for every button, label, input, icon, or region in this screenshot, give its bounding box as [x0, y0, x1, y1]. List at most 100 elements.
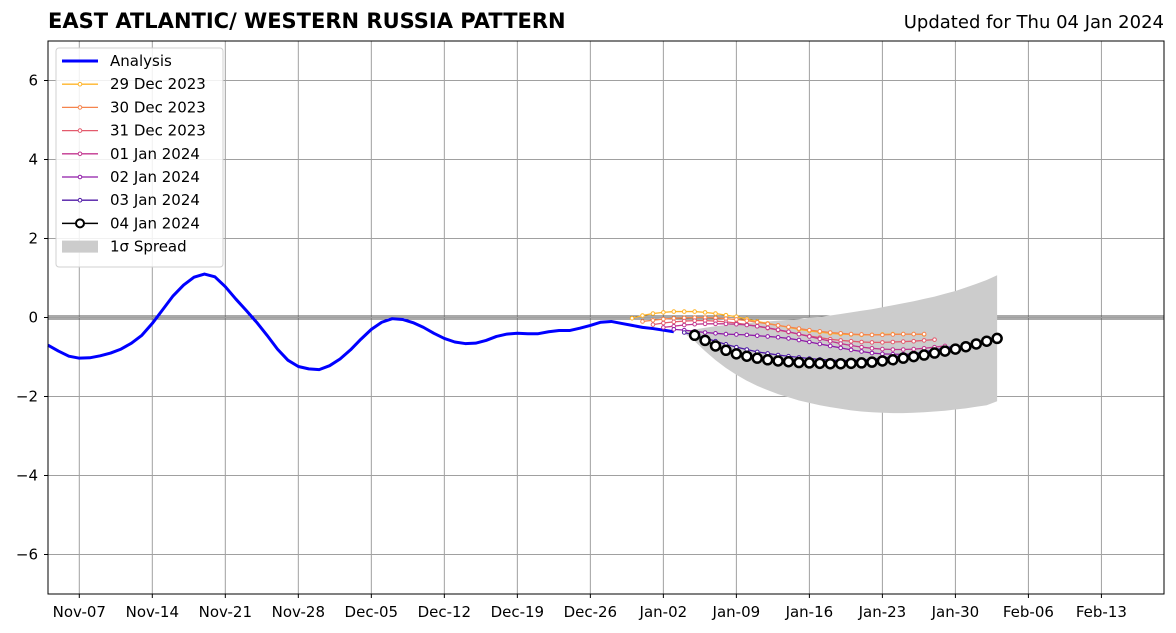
latest-forecast-point [814, 357, 826, 370]
forecast-point [650, 317, 656, 323]
x-tick-label: Nov-14 [126, 603, 179, 621]
forecast-point [765, 325, 770, 331]
latest-forecast-point [866, 356, 878, 368]
forecast-point [838, 341, 843, 346]
x-tick-label: Nov-07 [53, 603, 106, 621]
forecast-point [890, 332, 896, 337]
forecast-point [796, 331, 802, 337]
x-tick-label: Dec-12 [418, 603, 472, 621]
legend-label: 31 Dec 2023 [110, 122, 206, 140]
forecast-point [786, 336, 791, 341]
forecast-point [838, 345, 843, 351]
y-tick-label: 2 [28, 230, 38, 248]
forecast-point [796, 326, 802, 331]
forecast-point [848, 343, 854, 348]
forecast-point [911, 338, 916, 344]
forecast-point [817, 341, 823, 347]
forecast-point [817, 329, 823, 334]
legend-label: 04 Jan 2024 [110, 214, 200, 232]
forecast-point [900, 339, 906, 344]
forecast-point [754, 333, 760, 338]
forecast-point [702, 310, 708, 315]
forecast-point [734, 332, 739, 337]
x-tick-label: Nov-21 [199, 603, 252, 621]
forecast-point [848, 347, 854, 353]
forecast-line [663, 323, 946, 351]
forecast-point [713, 311, 718, 316]
forecast-point [754, 319, 760, 325]
y-tick-label: 0 [28, 309, 38, 327]
latest-forecast-point [876, 355, 889, 367]
legend-swatch-marker [77, 197, 83, 203]
legend-label: 01 Jan 2024 [110, 145, 200, 163]
forecast-point [859, 332, 864, 337]
y-tick-label: 4 [28, 151, 38, 169]
forecast-point [911, 331, 916, 337]
forecast-point [650, 311, 656, 316]
forecast-point [817, 336, 823, 342]
latest-forecast-point [720, 344, 732, 357]
forecast-point [744, 318, 750, 323]
x-tick-label: Jan-02 [639, 603, 688, 621]
forecast-point [671, 319, 677, 325]
forecast-point [890, 347, 896, 352]
forecast-point [734, 321, 739, 327]
legend-swatch-marker [77, 105, 83, 110]
latest-forecast-point [699, 334, 711, 347]
forecast-point [807, 334, 812, 339]
latest-forecast-point [782, 355, 795, 368]
latest-forecast-point [897, 352, 910, 364]
forecast-point [681, 318, 687, 324]
forecast-point [775, 334, 781, 340]
forecast-point [869, 346, 875, 351]
latest-forecast-point [834, 357, 847, 370]
latest-forecast-point [709, 340, 722, 352]
x-tick-label: Jan-23 [858, 603, 907, 621]
forecast-point [880, 346, 885, 352]
forecast-point [932, 337, 937, 342]
forecast-point [640, 319, 645, 324]
latest-forecast-point [824, 357, 836, 370]
forecast-point [827, 338, 833, 344]
analysis-line [47, 272, 675, 372]
legend-label: 29 Dec 2023 [110, 75, 206, 93]
y-tick-label: −6 [16, 546, 38, 564]
forecast-point [900, 347, 906, 352]
x-tick-label: Feb-06 [1003, 603, 1054, 621]
legend-label: 02 Jan 2024 [110, 168, 200, 186]
forecast-point [650, 322, 656, 327]
forecast-point [807, 339, 812, 345]
forecast-point [671, 309, 677, 314]
forecast-point [661, 310, 666, 315]
latest-forecast-point [741, 350, 753, 362]
x-tick-label: Jan-09 [712, 603, 761, 621]
forecast-point [744, 332, 750, 338]
y-tick-label: −4 [16, 467, 38, 485]
legend-label: 30 Dec 2023 [110, 98, 206, 116]
forecast-point [765, 334, 770, 339]
y-tick-label: −2 [16, 388, 38, 406]
x-tick-label: Feb-13 [1076, 603, 1127, 621]
forecast-point [869, 350, 875, 356]
forecast-point [744, 322, 750, 328]
latest-forecast-point [928, 347, 941, 359]
x-tick-label: Dec-26 [564, 603, 618, 621]
forecast-point [629, 315, 635, 321]
latest-forecast-point [751, 352, 763, 364]
legend-label: Analysis [110, 52, 172, 70]
forecast-point [713, 331, 718, 336]
latest-forecast-point [887, 354, 899, 366]
latest-forecast-point [980, 335, 993, 347]
forecast-point [921, 338, 927, 343]
latest-forecast-point [793, 356, 805, 369]
forecast-point [723, 321, 729, 327]
forecast-point [640, 313, 645, 318]
forecast-point [661, 325, 666, 330]
forecast-point [796, 337, 802, 343]
updated-date-label: Updated for Thu 04 Jan 2024 [903, 12, 1164, 33]
legend-box [55, 47, 224, 268]
latest-forecast-point [688, 329, 701, 342]
forecast-point [702, 321, 708, 327]
x-tick-label: Jan-16 [785, 603, 834, 621]
